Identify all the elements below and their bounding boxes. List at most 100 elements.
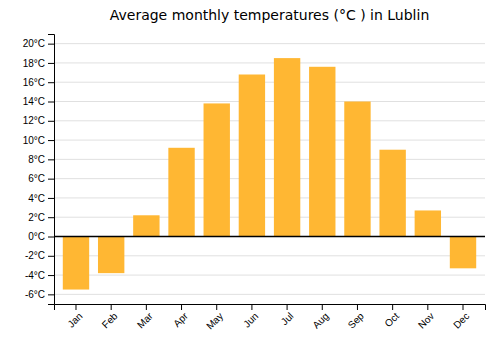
y-tick: 8°C [28, 154, 54, 165]
zero-line [54, 236, 485, 238]
y-tick-label: 14°C [23, 96, 45, 107]
x-tick-label: Sep [346, 310, 367, 331]
plot-area: -6°C -4°C -2°C 0°C 2°C 4°C 6°C 8°C 10°C 12°C 14°C 1… [23, 35, 486, 332]
y-tick-label: 10°C [23, 135, 45, 146]
chart-container: -6°C -4°C -2°C 0°C 2°C 4°C 6°C 8°C 10°C 12°C 14°C 1… [0, 0, 500, 350]
y-tick-label: 0°C [28, 231, 45, 242]
x-tick-mark [463, 304, 464, 310]
x-tick: Sep [346, 304, 367, 331]
x-tick: Aug [310, 304, 330, 331]
x-tick: Jan [65, 304, 84, 330]
y-tick-mark [48, 217, 54, 218]
y-tick: 6°C [28, 173, 54, 184]
x-tick-label: Mar [135, 310, 155, 330]
bar [309, 67, 335, 237]
x-tick: Nov [416, 304, 436, 331]
y-axis-line [48, 35, 55, 305]
grid-line [54, 294, 485, 295]
bar [274, 58, 300, 236]
x-tick: Mar [135, 304, 155, 330]
y-tick: 2°C [28, 212, 54, 223]
grid-line [54, 159, 485, 160]
y-axis: -6°C -4°C -2°C 0°C 2°C 4°C 6°C 8°C 10°C 12°C 14°C 1… [23, 35, 55, 305]
y-tick-mark [48, 63, 54, 64]
y-tick-mark [48, 275, 54, 276]
x-tick: May [204, 304, 225, 332]
grid-line [54, 275, 485, 276]
grid-line [54, 101, 485, 102]
x-tick-label: Aug [310, 310, 330, 330]
y-tick-label: 20°C [23, 38, 45, 49]
grid-line [54, 120, 485, 121]
x-tick-mark [287, 304, 288, 310]
x-tick-label: Apr [171, 310, 190, 329]
title: Average monthly temperatures (°C ) in Lu… [110, 7, 430, 23]
y-tick-label: -6°C [25, 289, 45, 300]
grid-line [54, 62, 485, 63]
bar [379, 150, 405, 237]
x-tick-label: Nov [416, 310, 436, 330]
y-tick-mark [48, 237, 54, 238]
bars [54, 58, 485, 289]
x-tick-mark [251, 304, 252, 310]
x-tick-label: Oct [382, 310, 401, 329]
y-tick-mark [48, 140, 54, 141]
bar [344, 102, 370, 237]
y-tick-label: -4°C [25, 270, 45, 281]
x-tick-label: Jun [241, 310, 260, 329]
y-tick: 18°C [23, 58, 54, 69]
bar [98, 237, 124, 274]
bar [239, 75, 265, 237]
x-tick-mark [357, 304, 358, 310]
bar [450, 237, 476, 269]
x-tick-label: Dec [451, 310, 471, 330]
y-tick-label: -2°C [25, 250, 45, 261]
y-tick-mark [48, 294, 54, 295]
y-tick: -2°C [25, 250, 54, 261]
grid [54, 44, 485, 295]
x-tick: Dec [451, 304, 471, 331]
y-tick: 20°C [23, 38, 54, 49]
x-tick-mark [146, 304, 147, 310]
grid-line [54, 43, 485, 44]
x-tick: Jun [241, 304, 260, 330]
y-tick-label: 12°C [23, 115, 45, 126]
y-tick-label: 18°C [23, 58, 45, 69]
bar [168, 148, 194, 237]
grid-line [54, 197, 485, 198]
y-tick-mark [48, 179, 54, 180]
y-tick: 12°C [23, 115, 54, 126]
x-tick-mark [392, 304, 393, 310]
y-tick: -6°C [25, 289, 54, 300]
bar [415, 210, 441, 236]
x-tick-mark [427, 304, 428, 310]
bar [204, 103, 230, 236]
y-tick-mark [48, 256, 54, 257]
y-tick-label: 2°C [28, 212, 45, 223]
x-tick-mark [111, 304, 112, 310]
x-tick-label: Feb [100, 310, 120, 330]
y-tick: 4°C [28, 193, 54, 204]
x-tick-mark [75, 304, 76, 310]
grid-line [54, 82, 485, 83]
y-tick: 10°C [23, 135, 54, 146]
y-tick: -4°C [25, 270, 54, 281]
y-tick: 14°C [23, 96, 54, 107]
x-tick-mark [181, 304, 182, 310]
y-tick-label: 6°C [28, 173, 45, 184]
x-tick: Apr [171, 304, 190, 329]
y-tick-mark [48, 44, 54, 45]
x-tick-mark [322, 304, 323, 310]
y-tick-mark [48, 121, 54, 122]
x-axis-line [55, 305, 486, 311]
bar [133, 215, 159, 236]
y-tick-label: 4°C [28, 193, 45, 204]
x-tick-label: Jan [65, 310, 84, 329]
grid-line [54, 140, 485, 141]
y-tick: 0°C [28, 231, 54, 242]
chart-svg: -6°C -4°C -2°C 0°C 2°C 4°C 6°C 8°C 10°C 12°C 14°C 1… [0, 0, 500, 350]
x-axis: JanFebMarAprMayJunJulAugSepOctNovDec [55, 304, 486, 332]
y-tick-label: 16°C [23, 77, 45, 88]
y-tick-mark [48, 159, 54, 160]
x-tick-mark [216, 304, 217, 310]
